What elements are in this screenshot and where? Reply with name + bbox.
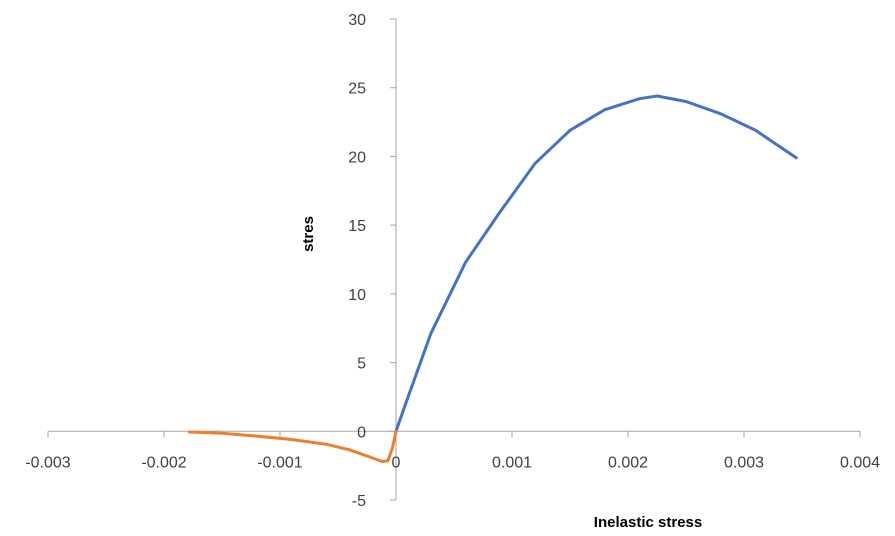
y-tick-label: 0: [357, 424, 366, 441]
x-axis-title: Inelastic stress: [594, 514, 702, 531]
series-layer: [188, 94, 798, 463]
y-tick-label: 15: [348, 218, 366, 235]
y-axis-title: stres: [300, 216, 317, 252]
x-tick-label: 0.003: [724, 454, 764, 471]
x-tick-label: 0.002: [608, 454, 648, 471]
y-tick-label: 5: [357, 356, 366, 373]
series-line-2: [188, 429, 398, 463]
series-line-1: [394, 94, 798, 433]
x-tick-label: 0: [392, 454, 401, 471]
y-tick-label: 10: [348, 287, 366, 304]
y-tick-label: 25: [348, 81, 366, 98]
y-tick-label: -5: [352, 493, 366, 510]
y-tick-label: 20: [348, 149, 366, 166]
x-tick-label: -0.003: [25, 454, 70, 471]
x-tick-label: -0.001: [257, 454, 302, 471]
x-tick-label: 0.004: [840, 454, 880, 471]
x-tick-label: -0.002: [141, 454, 186, 471]
axes: [47, 18, 861, 501]
x-tick-label: 0.001: [492, 454, 532, 471]
y-tick-label: 30: [348, 12, 366, 29]
tick-labels: -0.003 -0.002 -0.001 0 0.001 0.002 0.003 0.004 -…: [25, 12, 880, 510]
